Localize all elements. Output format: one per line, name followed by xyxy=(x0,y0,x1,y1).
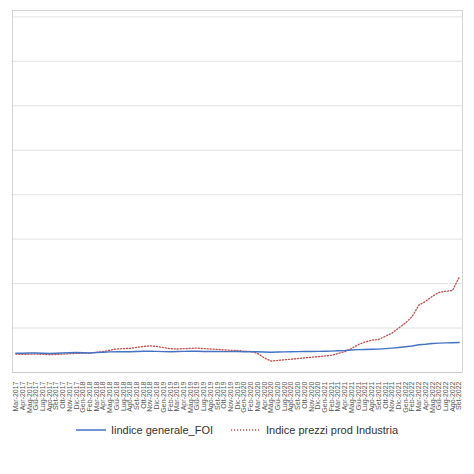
svg-text:Set-2018: Set-2018 xyxy=(133,381,140,410)
svg-text:Mag-2022: Mag-2022 xyxy=(428,381,436,413)
svg-text:Lug-2019: Lug-2019 xyxy=(200,381,208,412)
svg-text:Nov-2021: Nov-2021 xyxy=(388,381,396,412)
html-text:Indice prezzi prod Industria: Indice prezzi prod Industria xyxy=(266,424,399,436)
svg-text:Dic-2018: Dic-2018 xyxy=(153,381,161,410)
svg-text:Apr-2017: Apr-2017 xyxy=(18,381,26,411)
svg-text:Lug-2022: Lug-2022 xyxy=(441,381,449,412)
svg-text:Nov-2018: Nov-2018 xyxy=(146,381,154,412)
svg-text:Ott-2019: Ott-2019 xyxy=(220,381,228,409)
svg-text:Ago-2020: Ago-2020 xyxy=(287,381,295,412)
html-text:Iindice generale_FOI: Iindice generale_FOI xyxy=(110,424,213,436)
svg-text:Giu-2018: Giu-2018 xyxy=(112,381,120,411)
svg-text:Set-2022: Set-2022 xyxy=(455,381,462,410)
svg-text:Feb-2020: Feb-2020 xyxy=(247,381,255,412)
svg-text:Ago-2017: Ago-2017 xyxy=(45,381,53,412)
svg-text:Ago-2018: Ago-2018 xyxy=(126,381,134,412)
svg-text:Ago-2019: Ago-2019 xyxy=(206,381,214,412)
svg-text:Lug-2021: Lug-2021 xyxy=(361,381,369,412)
svg-text:Ott-2020: Ott-2020 xyxy=(300,381,308,409)
svg-text:Nov-2019: Nov-2019 xyxy=(227,381,234,412)
svg-text:Lug-2020: Lug-2020 xyxy=(280,381,288,412)
svg-text:Lug-2017: Lug-2017 xyxy=(39,381,46,412)
svg-text:Apr-2022: Apr-2022 xyxy=(421,381,429,411)
svg-text:Mar-2022: Mar-2022 xyxy=(415,381,423,412)
svg-text:Set-2020: Set-2020 xyxy=(294,381,302,410)
svg-text:Apr-2020: Apr-2020 xyxy=(260,381,268,411)
svg-text:Set-2017: Set-2017 xyxy=(52,381,60,410)
svg-text:Apr-2019: Apr-2019 xyxy=(180,381,187,411)
svg-text:Giu-2020: Giu-2020 xyxy=(274,381,281,411)
svg-text:Apr-2021: Apr-2021 xyxy=(341,381,349,411)
svg-text:Giu-2019: Giu-2019 xyxy=(193,381,201,411)
svg-text:Dic-2017: Dic-2017 xyxy=(72,381,80,410)
svg-text:Apr-2018: Apr-2018 xyxy=(99,381,107,411)
svg-text:Feb-2022: Feb-2022 xyxy=(408,381,416,412)
svg-text:Mag-2017: Mag-2017 xyxy=(25,381,33,413)
svg-text:Set-2019: Set-2019 xyxy=(213,381,221,410)
svg-text:Mag-2021: Mag-2021 xyxy=(347,381,355,413)
svg-text:Ott-2021: Ott-2021 xyxy=(381,381,389,409)
svg-text:Giu-2022: Giu-2022 xyxy=(435,381,443,411)
svg-text:Mar-2017: Mar-2017 xyxy=(12,381,20,412)
svg-text:Ott-2017: Ott-2017 xyxy=(59,381,67,409)
svg-text:Set-2021: Set-2021 xyxy=(374,381,382,410)
svg-text:Feb-2018: Feb-2018 xyxy=(86,381,93,412)
svg-text:Feb-2021: Feb-2021 xyxy=(327,381,335,412)
svg-text:Gen-2018: Gen-2018 xyxy=(79,381,87,413)
svg-text:Mag-2018: Mag-2018 xyxy=(106,381,114,413)
svg-text:Dic-2021: Dic-2021 xyxy=(394,381,402,410)
svg-text:Mar-2021: Mar-2021 xyxy=(334,381,342,412)
svg-text:Ago-2022: Ago-2022 xyxy=(448,381,456,412)
svg-text:Nov-2017: Nov-2017 xyxy=(65,381,73,412)
svg-text:Feb-2019: Feb-2019 xyxy=(166,381,174,412)
svg-text:Ott-2018: Ott-2018 xyxy=(139,381,147,409)
svg-text:Gen-2020: Gen-2020 xyxy=(240,381,248,413)
svg-text:Mag-2020: Mag-2020 xyxy=(267,381,275,413)
svg-text:Giu-2021: Giu-2021 xyxy=(354,381,362,411)
svg-text:Lug-2018: Lug-2018 xyxy=(119,381,127,412)
svg-text:Dic-2019: Dic-2019 xyxy=(233,381,241,410)
svg-text:Mar-2020: Mar-2020 xyxy=(253,381,261,412)
svg-text:Mar-2019: Mar-2019 xyxy=(173,381,181,412)
svg-text:Dic-2020: Dic-2020 xyxy=(314,381,322,410)
svg-text:Gen-2019: Gen-2019 xyxy=(159,381,167,413)
svg-text:Gen-2021: Gen-2021 xyxy=(321,381,329,413)
svg-text:Giu-2017: Giu-2017 xyxy=(32,381,40,411)
svg-text:Gen-2022: Gen-2022 xyxy=(401,381,409,413)
svg-text:Mar-2018: Mar-2018 xyxy=(92,381,100,412)
svg-text:Nov-2020: Nov-2020 xyxy=(307,381,315,412)
svg-text:Mag-2019: Mag-2019 xyxy=(186,381,194,413)
svg-text:Ago-2021: Ago-2021 xyxy=(368,381,376,412)
